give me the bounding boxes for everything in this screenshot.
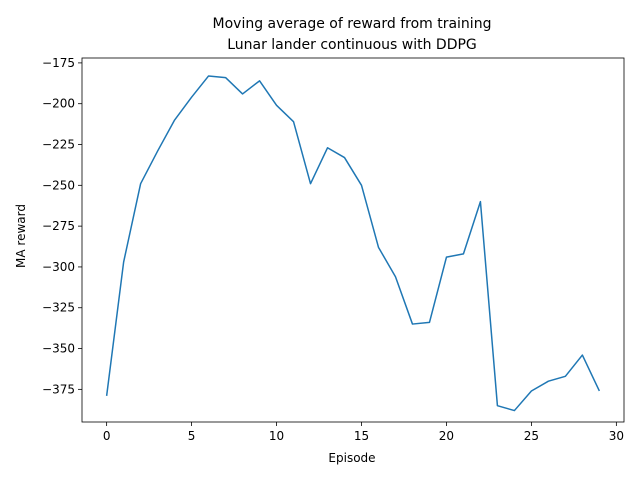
x-tick-label: 20: [439, 429, 454, 443]
y-tick-label: −200: [42, 97, 75, 111]
y-tick-label: −375: [42, 382, 75, 396]
x-tick-label: 15: [354, 429, 369, 443]
y-axis-label: MA reward: [14, 204, 28, 268]
y-tick-label: −225: [42, 138, 75, 152]
y-tick-label: −350: [42, 342, 75, 356]
x-tick-label: 5: [188, 429, 196, 443]
y-tick-label: −300: [42, 260, 75, 274]
x-tick-label: 30: [609, 429, 624, 443]
x-tick-label: 0: [103, 429, 111, 443]
plot-frame: [81, 57, 625, 423]
y-tick-label: −325: [42, 301, 75, 315]
series-line-0: [105, 75, 601, 412]
x-tick-label: 10: [269, 429, 284, 443]
y-tick-label: −275: [42, 219, 75, 233]
x-axis-label: Episode: [328, 451, 375, 465]
x-tick-label: 25: [524, 429, 539, 443]
y-tick-label: −175: [42, 56, 75, 70]
chart-title: Moving average of reward from training: [213, 16, 492, 32]
y-tick-label: −250: [42, 178, 75, 192]
chart-subtitle: Lunar lander continuous with DDPG: [227, 37, 477, 53]
